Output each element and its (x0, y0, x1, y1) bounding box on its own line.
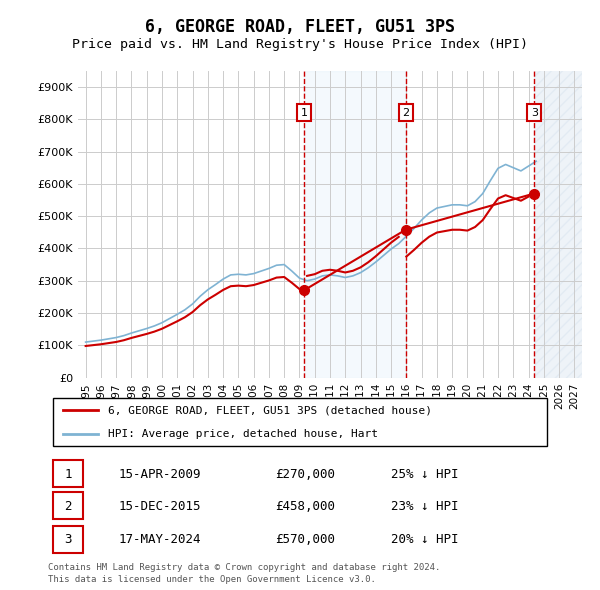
Text: Contains HM Land Registry data © Crown copyright and database right 2024.: Contains HM Land Registry data © Crown c… (48, 563, 440, 572)
Bar (534, 71, 582, 378)
FancyBboxPatch shape (53, 460, 83, 487)
Text: Price paid vs. HM Land Registry's House Price Index (HPI): Price paid vs. HM Land Registry's House … (72, 38, 528, 51)
Text: 2: 2 (64, 500, 72, 513)
Text: 2: 2 (402, 108, 409, 118)
Text: This data is licensed under the Open Government Licence v3.0.: This data is licensed under the Open Gov… (48, 575, 376, 584)
Text: HPI: Average price, detached house, Hart: HPI: Average price, detached house, Hart (109, 428, 379, 438)
FancyBboxPatch shape (53, 526, 83, 553)
Text: 3: 3 (64, 533, 72, 546)
FancyBboxPatch shape (53, 398, 547, 446)
Text: £270,000: £270,000 (275, 468, 335, 481)
Text: £458,000: £458,000 (275, 500, 335, 513)
Text: 17-MAY-2024: 17-MAY-2024 (119, 533, 201, 546)
Text: 6, GEORGE ROAD, FLEET, GU51 3PS: 6, GEORGE ROAD, FLEET, GU51 3PS (145, 18, 455, 35)
Text: 15-DEC-2015: 15-DEC-2015 (119, 500, 201, 513)
Text: 15-APR-2009: 15-APR-2009 (119, 468, 201, 481)
Text: 20% ↓ HPI: 20% ↓ HPI (391, 533, 458, 546)
Text: 6, GEORGE ROAD, FLEET, GU51 3PS (detached house): 6, GEORGE ROAD, FLEET, GU51 3PS (detache… (109, 405, 433, 415)
Text: 23% ↓ HPI: 23% ↓ HPI (391, 500, 458, 513)
Bar (304, 71, 406, 378)
Text: 3: 3 (530, 108, 538, 118)
Text: 25% ↓ HPI: 25% ↓ HPI (391, 468, 458, 481)
Text: £570,000: £570,000 (275, 533, 335, 546)
Text: 1: 1 (64, 468, 72, 481)
FancyBboxPatch shape (53, 493, 83, 520)
Text: 1: 1 (301, 108, 307, 118)
